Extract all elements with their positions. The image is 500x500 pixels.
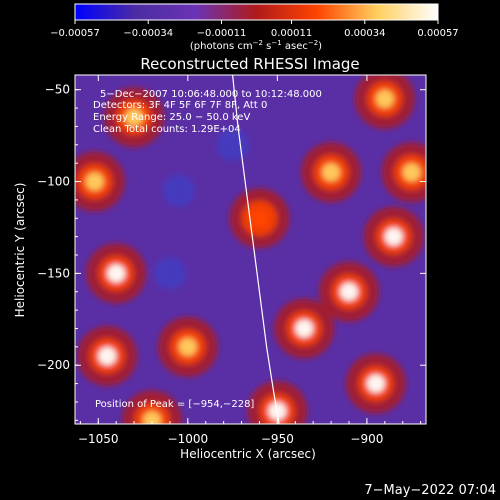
- heatmap-blob-core: [143, 411, 162, 424]
- info-block: 5−Dec−2007 10:06:48.000 to 10:12:48.000 …: [93, 89, 322, 135]
- heatmap-blob-negative: [216, 128, 249, 161]
- image-area: [75, 75, 426, 424]
- heatmap-blob-core: [178, 337, 197, 356]
- heatmap-blob-core: [339, 282, 358, 301]
- colorbar-tick-label: 0.00034: [344, 28, 385, 39]
- colorbar-tick-label: −0.00034: [123, 28, 173, 39]
- info-line-detectors: Detectors: 3F 4F 5F 6F 7F 8F, Att 0: [93, 100, 267, 111]
- y-axis-label: Heliocentric Y (arcsec): [13, 183, 27, 318]
- plot-frame: [74, 74, 427, 425]
- y-tick-label: −100: [37, 175, 70, 189]
- heatmap-blob-core: [85, 172, 104, 191]
- heatmap-blob-core: [384, 227, 403, 246]
- colorbar-tick-label: 0.00057: [417, 28, 458, 39]
- heatmap-blob-core: [402, 163, 421, 182]
- x-tick-label: −1050: [78, 432, 119, 446]
- colorbar-tick-label: −0.00011: [197, 28, 247, 39]
- colorbar-tick-label: 0.00011: [271, 28, 312, 39]
- y-tick-label: −150: [37, 266, 70, 280]
- y-axis: −200 −150 −100 −50: [37, 83, 426, 421]
- heatmap-blob-core: [98, 347, 117, 366]
- solar-limb: [231, 75, 280, 424]
- colorbar-units: (photons cm−2 s−1 asec−2): [190, 39, 322, 52]
- x-tick-label: −900: [350, 432, 383, 446]
- chart-title: Reconstructed RHESSI Image: [140, 55, 359, 73]
- peak-label: Position of Peak = [−954,−228]: [95, 399, 254, 410]
- x-axis: −1050 −1000 −950 −900: [78, 75, 422, 446]
- heatmap-layer: [75, 75, 426, 424]
- heatmap-blob-core: [250, 209, 269, 228]
- heatmap-blob-core: [107, 264, 126, 283]
- x-tick-label: −950: [261, 432, 294, 446]
- x-tick-label: −1000: [168, 432, 209, 446]
- heatmap-blob-core: [375, 89, 394, 108]
- heatmap-blob-core: [295, 319, 314, 338]
- info-line-time: 5−Dec−2007 10:06:48.000 to 10:12:48.000: [100, 89, 322, 100]
- heatmap-blob-core: [322, 163, 341, 182]
- colorbar-ticks: −0.00057 −0.00034 −0.00011 0.00011 0.00034 0.…: [50, 20, 459, 39]
- heatmap-blob-negative: [153, 257, 186, 290]
- y-tick-label: −50: [45, 83, 70, 97]
- info-line-clean: Clean Total counts: 1.29E+04: [93, 124, 241, 135]
- info-line-energy: Energy Range: 25.0 − 50.0 keV: [93, 112, 250, 123]
- heatmap-blob-core: [125, 108, 144, 127]
- y-tick-label: −200: [37, 358, 70, 372]
- colorbar: [74, 3, 439, 21]
- heatmap-blob-negative: [162, 174, 195, 207]
- colorbar-tick-label: −0.00057: [50, 28, 100, 39]
- heatmap-blob-core: [366, 374, 385, 393]
- footer-date: 7−May−2022 07:04: [364, 483, 496, 498]
- x-axis-label: Heliocentric X (arcsec): [180, 447, 316, 461]
